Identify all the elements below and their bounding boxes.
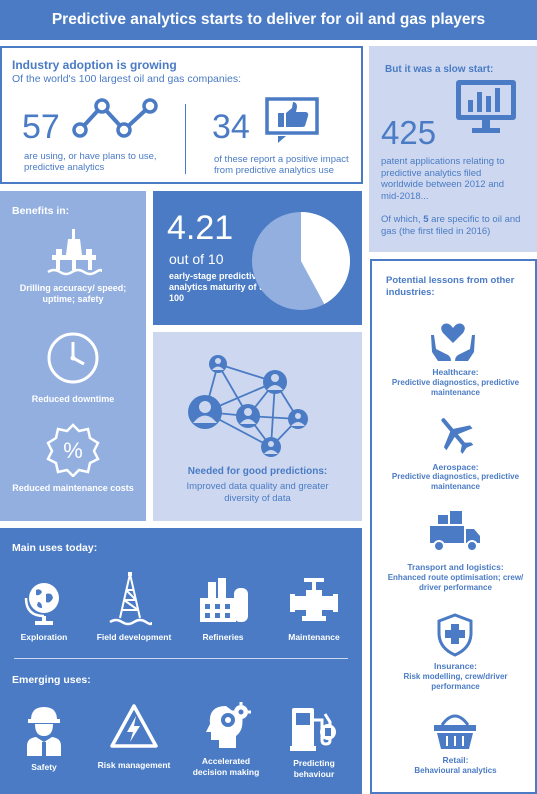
uses-panel: Main uses today: Exploration Field d (0, 528, 362, 794)
patents-value: 425 (381, 114, 437, 151)
lesson-retail-title: Retail: (442, 755, 469, 765)
lessons-panel: Potential lessons from other industries:… (370, 259, 537, 794)
lesson-transport-title: Transport and logistics: (407, 562, 504, 572)
lesson-transport-text: Enhanced route optimisation; crew/ drive… (387, 573, 524, 592)
people-network-icon (183, 344, 333, 459)
uses-divider (14, 658, 348, 659)
hard-hat-worker-icon (24, 704, 64, 756)
benefits-heading: Benefits in: (12, 205, 70, 217)
adoption-divider (185, 104, 186, 174)
oil-rig-icon (46, 227, 102, 277)
patents-label: patent applications relating to predicti… (381, 156, 505, 202)
emerging-safety-label: Safety (31, 762, 57, 772)
valve-icon (288, 576, 340, 624)
maturity-pie-slice (301, 212, 351, 305)
use-exploration-label: Exploration (20, 632, 68, 642)
shield-cross-icon (436, 613, 474, 657)
lesson-retail-text: Behavioural analytics (414, 766, 497, 775)
heart-hands-icon (428, 319, 478, 363)
maturity-label: early-stage predictive analytics maturit… (169, 271, 274, 303)
emerging-uses-heading: Emerging uses: (12, 674, 91, 686)
maturity-value: 4.21 (167, 209, 234, 247)
benefit-downtime-label: Reduced downtime (31, 394, 115, 404)
truck-icon (428, 511, 482, 553)
clock-icon (46, 331, 100, 385)
patents-note-suffix: are specific to oil and gas (the first f… (381, 214, 521, 237)
globe-icon (22, 578, 66, 626)
maturity-out-of: out of 10 (169, 251, 224, 267)
basket-icon (432, 711, 478, 751)
predictions-text: Improved data quality and greater divers… (186, 481, 329, 504)
head-gears-icon (206, 702, 252, 750)
benefit-maintenance-label: Reduced maintenance costs (12, 483, 134, 493)
benefit-drilling-label: Drilling accuracy/ speed; uptime; safety (19, 283, 127, 304)
use-refineries-label: Refineries (202, 632, 244, 642)
benefits-panel: Benefits in: Drilling accuracy/ speed; u… (0, 191, 146, 521)
slow-start-panel: But it was a slow start: 425 patent appl… (369, 46, 537, 252)
stat-positive-value: 34 (212, 108, 250, 146)
stat-positive-label: of these report a positive impact from p… (214, 154, 349, 176)
airplane-icon (434, 413, 476, 455)
maturity-panel: 4.21 out of 10 early-stage predictive an… (153, 191, 362, 325)
lesson-healthcare-title: Healthcare: (432, 367, 479, 377)
emerging-decision-label: Accelerated decision making (192, 756, 260, 777)
adoption-heading: Industry adoption is growing (12, 58, 177, 72)
emerging-predicting-label: Predicting behaviour (293, 758, 335, 779)
page-title: Predictive analytics starts to deliver f… (51, 11, 486, 28)
patents-note-number: 5 (423, 214, 429, 225)
title-banner: Predictive analytics starts to deliver f… (0, 0, 537, 40)
thumbs-up-icon (264, 96, 322, 144)
use-maintenance-label: Maintenance (288, 632, 340, 642)
lesson-insurance-text: Risk modelling, crew/driver performance (403, 672, 508, 691)
slow-start-heading: But it was a slow start: (385, 64, 494, 75)
derrick-icon (108, 572, 152, 628)
lesson-insurance-title: Insurance: (434, 661, 477, 671)
adoption-subheading: Of the world's 100 largest oil and gas c… (12, 73, 242, 85)
lessons-heading: Potential lessons from other industries: (386, 275, 515, 298)
predictions-panel: Needed for good predictions: Improved da… (153, 332, 362, 521)
lesson-aerospace-title: Aerospace: (432, 462, 479, 472)
lesson-aerospace-text: Predictive diagnostics, predictive maint… (391, 472, 520, 491)
high-voltage-icon (110, 704, 158, 748)
percent-badge-icon: % (46, 423, 100, 477)
adoption-panel: Industry adoption is growing Of the worl… (0, 46, 363, 184)
lesson-healthcare-text: Predictive diagnostics, predictive maint… (391, 378, 520, 397)
stat-using-value: 57 (22, 108, 60, 146)
network-graph-icon (72, 98, 162, 138)
refinery-icon (196, 576, 250, 626)
fuel-pump-icon (290, 706, 338, 752)
patents-note-prefix: Of which, (381, 214, 424, 225)
main-uses-heading: Main uses today: (12, 542, 98, 554)
stat-using-label: are using, or have plans to use, predict… (24, 151, 157, 173)
use-field-development-label: Field development (96, 632, 172, 642)
svg-text:%: % (63, 438, 83, 463)
patents-note: Of which, 5 are specific to oil and gas … (381, 214, 521, 237)
predictions-heading: Needed for good predictions: (187, 466, 328, 477)
emerging-risk-management-label: Risk management (97, 760, 171, 770)
monitor-chart-icon (454, 78, 518, 138)
maturity-pie-chart (249, 209, 353, 313)
